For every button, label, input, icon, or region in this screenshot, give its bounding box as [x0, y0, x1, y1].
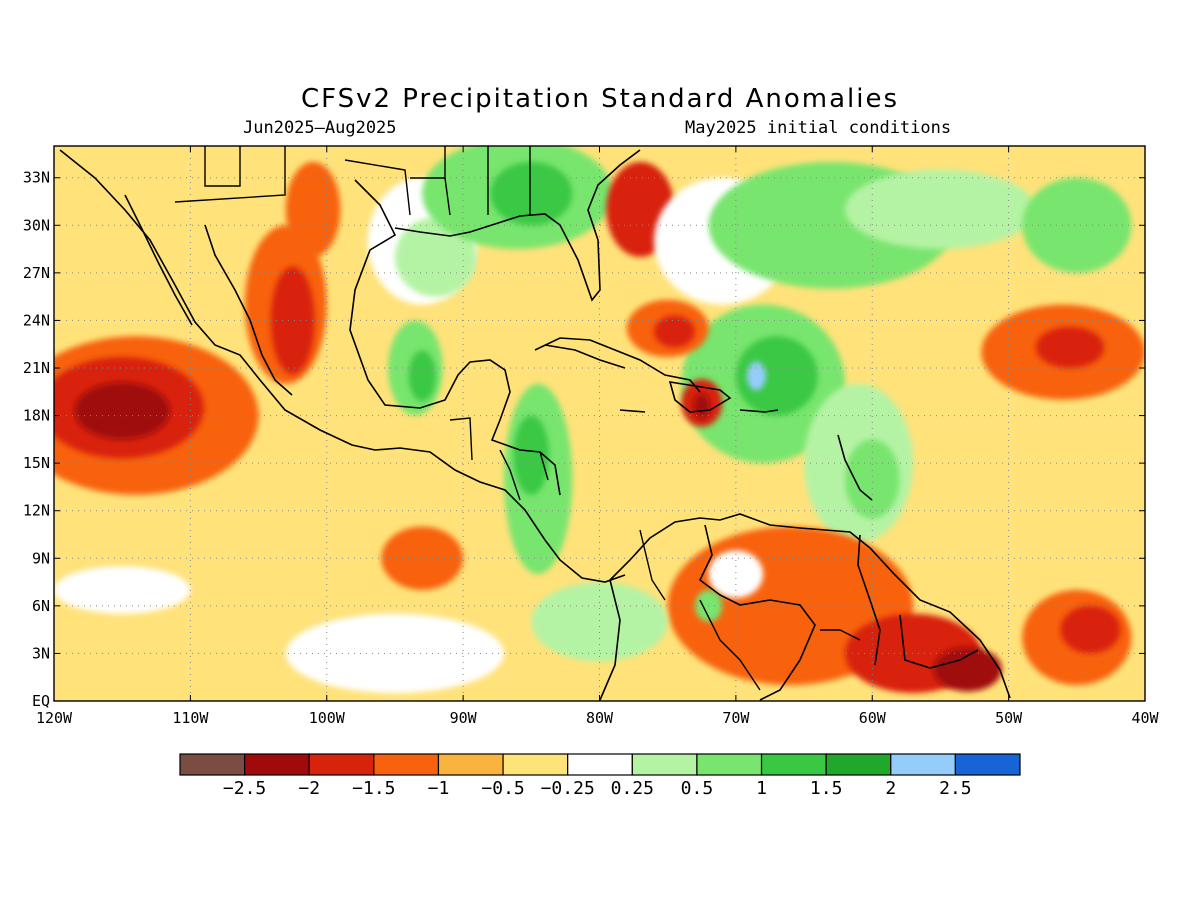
initial-conditions: May2025 initial conditions: [685, 118, 952, 138]
coastlines: [59, 149, 1011, 701]
anomaly-region: [844, 169, 1036, 250]
colorbar-label: −1: [428, 778, 450, 799]
anomaly-region: [285, 161, 341, 257]
anomaly-region: [654, 315, 695, 348]
anomaly-field: [54, 146, 1145, 701]
longitude-tick-label: 40W: [1131, 709, 1159, 727]
latitude-tick-label: 18N: [23, 407, 50, 425]
latitude-tick-label: 15N: [23, 454, 50, 472]
colorbar-swatch: [760, 753, 827, 776]
colorbar-swatch: [437, 753, 504, 776]
anomaly-region: [531, 582, 668, 662]
colorbar-label: −2.5: [223, 778, 266, 799]
latitude-axis: 33N 30N 27N 24N 21N 18N 15N 12N 9N 6N 3N EQ: [23, 169, 1145, 710]
anomaly-region: [285, 613, 505, 694]
anomaly-region: [1060, 605, 1121, 654]
forecast-period: Jun2025–Aug2025: [243, 118, 397, 138]
latitude-tick-label: 21N: [23, 359, 50, 377]
political-borders: [174, 146, 861, 691]
anomaly-region: [408, 350, 436, 402]
colorbar-label: −2: [298, 778, 320, 799]
colorbar-swatch: [890, 753, 956, 776]
longitude-tick-label: 80W: [586, 709, 614, 727]
anomaly-region: [708, 550, 764, 598]
colorbar: −2.5 −2 −1.5 −1 −0.5 −0.25 0.25 0.5 1 1.5 2 2.5: [179, 753, 1021, 799]
latitude-tick-label: 9N: [32, 549, 50, 567]
longitude-axis: 120W 110W 100W 90W 80W 70W 60W 50W 40W: [36, 146, 1160, 727]
latitude-tick-label: 27N: [23, 264, 50, 282]
anomaly-region: [513, 415, 550, 495]
colorbar-swatch: [825, 753, 892, 776]
latitude-tick-label: 30N: [23, 216, 50, 234]
longitude-tick-label: 100W: [309, 709, 346, 727]
colorbar-label: 2: [885, 778, 896, 799]
anomaly-region: [1022, 177, 1132, 273]
longitude-tick-label: 110W: [172, 709, 209, 727]
latitude-tick-label: 6N: [32, 597, 50, 615]
anomaly-region: [54, 566, 191, 614]
colorbar-swatch: [179, 753, 246, 776]
longitude-tick-label: 90W: [450, 709, 478, 727]
anomaly-region: [394, 217, 477, 297]
latitude-tick-label: 24N: [23, 311, 50, 329]
longitude-tick-label: 120W: [36, 709, 73, 727]
colorbar-swatch: [244, 753, 310, 776]
colorbar-label: −1.5: [352, 778, 395, 799]
colorbar-label: −0.25: [541, 778, 595, 799]
colorbar-label: 0.5: [681, 778, 714, 799]
colorbar-label: 1: [756, 778, 767, 799]
longitude-tick-label: 50W: [995, 709, 1023, 727]
colorbar-label: 1.5: [810, 778, 843, 799]
anomaly-region: [270, 266, 315, 375]
colorbar-swatch: [696, 753, 763, 776]
colorbar-label: 0.25: [611, 778, 654, 799]
latitude-tick-label: 3N: [32, 644, 50, 662]
anomaly-region: [693, 393, 710, 419]
latitude-tick-label: EQ: [32, 692, 50, 710]
colorbar-swatch: [631, 753, 698, 776]
anomaly-region: [1035, 326, 1105, 368]
longitude-tick-label: 60W: [859, 709, 887, 727]
anomaly-region: [381, 526, 464, 590]
longitude-tick-label: 70W: [722, 709, 750, 727]
latitude-tick-label: 33N: [23, 169, 50, 187]
anomaly-region: [746, 361, 766, 391]
colorbar-swatch: [567, 753, 633, 776]
colorbar-swatch: [954, 753, 1021, 776]
anomaly-region: [933, 647, 1002, 692]
colorbar-label: −0.5: [481, 778, 524, 799]
colorbar-swatch: [373, 753, 440, 776]
map-title: CFSv2 Precipitation Standard Anomalies: [300, 84, 900, 114]
colorbar-label: 2.5: [939, 778, 972, 799]
anomaly-region: [74, 382, 170, 440]
latitude-tick-label: 12N: [23, 502, 50, 520]
colorbar-swatch: [502, 753, 569, 776]
anomaly-region: [844, 439, 900, 519]
anomaly-region: [735, 336, 818, 416]
colorbar-swatch: [308, 753, 375, 776]
